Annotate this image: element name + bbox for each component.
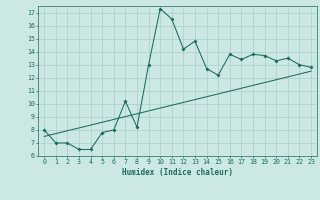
X-axis label: Humidex (Indice chaleur): Humidex (Indice chaleur)	[122, 168, 233, 177]
